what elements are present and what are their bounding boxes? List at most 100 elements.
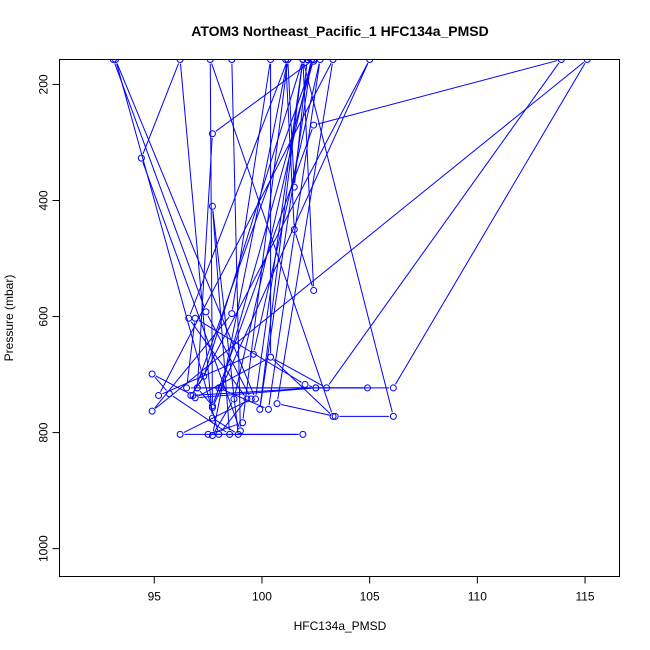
data-point — [301, 380, 309, 388]
series-line-segment — [211, 63, 333, 413]
series-line-segment — [183, 400, 248, 433]
data-point — [215, 384, 223, 392]
series-line-segment — [221, 401, 245, 432]
series-line-segment — [195, 387, 312, 396]
data-point — [183, 384, 191, 392]
data-point — [236, 427, 244, 435]
data-point — [264, 405, 272, 413]
series-line-segment — [213, 128, 313, 403]
y-tick-label: 600 — [37, 306, 51, 326]
series-line-segment — [302, 63, 314, 287]
series-line-segment — [277, 63, 333, 400]
series-line-segment — [295, 233, 313, 287]
series-line-segment — [186, 322, 196, 384]
data-point — [557, 59, 565, 63]
data-point — [329, 59, 337, 63]
series-line-segment — [116, 63, 219, 431]
series-line-segment — [155, 375, 190, 394]
data-point — [155, 391, 163, 399]
data-point — [165, 390, 173, 398]
series-line-segment — [268, 63, 320, 406]
data-point — [208, 402, 216, 410]
series-line-segment — [395, 62, 586, 385]
series-line-segment — [215, 419, 235, 433]
data-point — [208, 414, 216, 422]
data-point — [366, 59, 374, 63]
y-axis: 200 400 600 800 1000 — [37, 74, 60, 562]
data-point — [310, 286, 318, 294]
series-line-segment — [199, 390, 211, 404]
data-point — [316, 59, 324, 63]
series-line-segment — [281, 404, 332, 416]
x-axis-label: HFC134a_PMSD — [294, 619, 387, 633]
data-point — [308, 59, 315, 63]
series-line-segment — [231, 63, 271, 310]
series-line-segment — [172, 395, 227, 433]
series-line-segment — [211, 423, 239, 434]
data-point — [230, 395, 238, 403]
y-axis-label: Pressure (mbar) — [2, 275, 16, 362]
series-line-segment — [155, 61, 585, 409]
series-line-segment — [193, 63, 313, 392]
data-point — [267, 353, 275, 361]
series-line-segment — [303, 63, 393, 413]
data-point — [176, 430, 184, 438]
data-point — [239, 419, 247, 427]
series-line-segment — [259, 63, 312, 406]
data-point — [329, 412, 337, 420]
data-point — [148, 407, 156, 415]
data-point — [282, 59, 290, 63]
data-point — [583, 59, 591, 63]
x-tick-label: 110 — [468, 590, 487, 604]
data-point — [189, 391, 197, 399]
plot-area — [109, 59, 591, 439]
data-point — [312, 384, 320, 392]
data-point — [191, 394, 199, 402]
series-line-segment — [215, 61, 311, 132]
series-line-segment — [160, 62, 332, 392]
data-point — [208, 130, 216, 138]
series-line-segment — [221, 63, 313, 385]
series-line-segment — [213, 63, 369, 405]
data-point — [299, 59, 307, 63]
series-line-segment — [198, 62, 369, 385]
data-point — [200, 372, 208, 380]
series-line-segment — [212, 210, 239, 431]
series-layer — [109, 59, 591, 439]
series-line-segment — [154, 316, 230, 409]
series-line-segment — [231, 63, 241, 427]
data-point — [234, 430, 242, 438]
series-line-segment — [273, 359, 331, 414]
data-point — [215, 430, 223, 438]
data-point — [310, 121, 318, 129]
series-line-segment — [142, 161, 240, 428]
data-point — [217, 384, 225, 392]
data-point — [193, 384, 201, 392]
data-point — [243, 395, 251, 403]
data-point — [389, 384, 397, 392]
x-tick-label: 115 — [575, 590, 594, 604]
series-line-segment — [142, 63, 180, 155]
series-line-segment — [259, 63, 303, 406]
series-line-segment — [255, 63, 303, 395]
series-line-segment — [154, 376, 167, 391]
data-point — [148, 370, 156, 378]
x-axis: 95 100 105 110 115 — [148, 576, 595, 604]
y-tick-label: 800 — [37, 422, 51, 442]
data-point — [247, 395, 255, 403]
y-tick-label: 400 — [37, 190, 51, 210]
data-point — [267, 59, 275, 63]
series-line-segment — [242, 63, 288, 419]
series-line-segment — [274, 358, 324, 387]
series-line-segment — [214, 402, 233, 433]
series-line-segment — [197, 137, 213, 384]
data-point — [256, 405, 264, 413]
series-line-segment — [114, 63, 205, 309]
y-tick-label: 200 — [37, 74, 51, 94]
data-point — [303, 59, 311, 63]
data-point — [273, 400, 281, 408]
series-line-segment — [317, 60, 558, 125]
series-line-segment — [253, 63, 320, 351]
data-point — [206, 59, 214, 63]
